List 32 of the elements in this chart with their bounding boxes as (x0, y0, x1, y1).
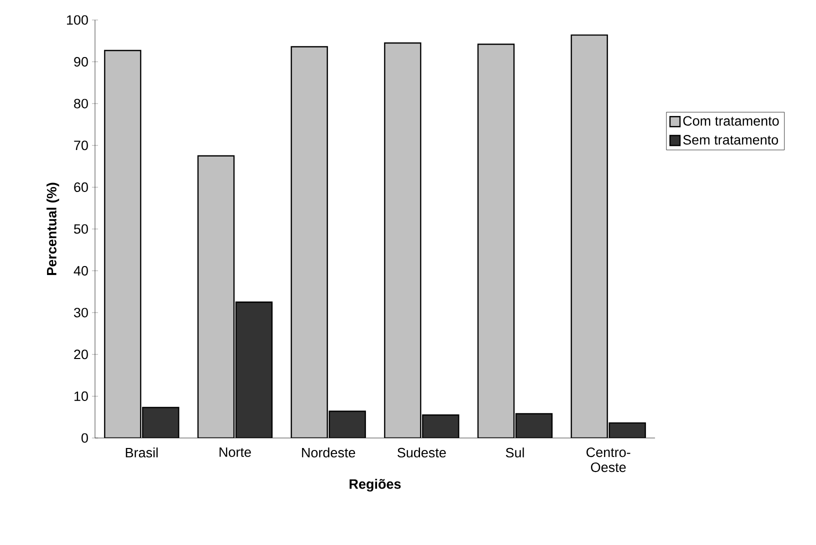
bar (328, 410, 366, 438)
x-tick-label: Nordeste (302, 448, 356, 458)
bar (235, 302, 273, 438)
bar (570, 34, 608, 438)
y-tick-label: 90 (74, 57, 88, 67)
y-tick-label: 60 (74, 182, 88, 192)
x-tick-label: Norte (220, 448, 251, 457)
y-tick-label: 50 (74, 224, 88, 234)
y-tick-label: 70 (74, 140, 88, 150)
x-tick-label: Sudeste (398, 448, 446, 458)
y-tick-label: 100 (66, 15, 88, 25)
bar (477, 44, 515, 438)
y-tick-label: 30 (74, 308, 88, 318)
y-axis-title: Percentual (%) (46, 182, 60, 275)
legend-label: Com tratamento (683, 116, 779, 126)
y-tick-label: 80 (74, 98, 88, 108)
x-tick-label: Brasil (126, 448, 158, 458)
x-tick-label: Sul (506, 448, 524, 458)
legend-label: Sem tratamento (683, 135, 778, 145)
bar (142, 406, 180, 438)
y-tick-label: 20 (74, 350, 88, 360)
y-tick-label: 40 (74, 266, 88, 276)
x-tick-label: Centro-Oeste (586, 448, 630, 472)
bar (197, 155, 235, 438)
y-tick-label: 10 (74, 391, 88, 401)
bar (515, 413, 553, 438)
x-axis-title: Regiões (350, 478, 401, 492)
bar (384, 42, 422, 438)
y-tick-label: 0 (82, 433, 88, 443)
bar (104, 50, 142, 438)
bar (290, 46, 328, 438)
bar (422, 414, 460, 438)
